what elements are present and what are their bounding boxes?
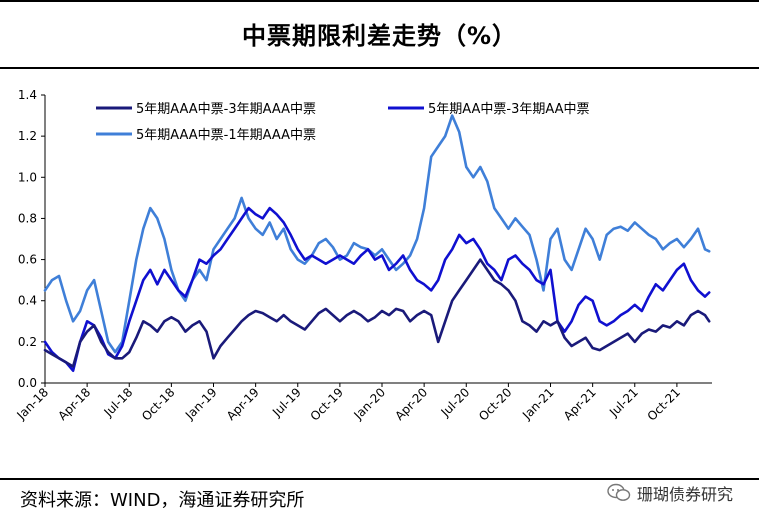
title-divider bbox=[0, 67, 759, 69]
top-border bbox=[0, 0, 759, 2]
legend-label-2: 5年期AA中票-3年期AA中票 bbox=[428, 102, 590, 117]
x-tick-label: Jul-19 bbox=[269, 385, 304, 420]
y-tick-label: 0.0 bbox=[18, 376, 37, 390]
legend-label-3: 5年期AAA中票-1年期AAA中票 bbox=[136, 128, 316, 143]
y-tick-label: 1.0 bbox=[18, 170, 37, 184]
x-tick-label: Jan-21 bbox=[519, 385, 557, 423]
y-tick-label: 0.8 bbox=[18, 211, 37, 225]
x-tick-label: Jan-20 bbox=[351, 385, 389, 423]
y-tick-label: 0.2 bbox=[18, 335, 37, 349]
source-note: 资料来源：WIND，海通证券研究所 bbox=[20, 490, 305, 511]
series-line-1 bbox=[43, 258, 711, 368]
x-tick-label: Oct-18 bbox=[139, 385, 177, 423]
y-tick-label: 1.4 bbox=[18, 88, 37, 102]
bottom-divider bbox=[0, 478, 759, 480]
x-tick-label: Apr-20 bbox=[392, 385, 430, 423]
x-tick-label: Apr-19 bbox=[224, 385, 262, 423]
x-tick-label: Apr-21 bbox=[561, 385, 599, 423]
y-tick-label: 0.4 bbox=[18, 294, 37, 308]
series-line-2 bbox=[43, 206, 711, 373]
watermark-text: 珊瑚债券研究 bbox=[636, 485, 733, 504]
x-tick-label: Oct-20 bbox=[476, 385, 514, 423]
wechat-icon bbox=[607, 483, 631, 501]
watermark: 珊瑚债券研究 bbox=[607, 481, 733, 505]
legend-label-1: 5年期AAA中票-3年期AAA中票 bbox=[136, 102, 316, 117]
x-tick-label: Oct-19 bbox=[308, 385, 346, 423]
series-line-3 bbox=[43, 114, 711, 354]
x-tick-label: Jul-21 bbox=[606, 385, 641, 420]
chart-title: 中票期限利差走势（%） bbox=[241, 22, 518, 50]
x-tick-label: Jan-18 bbox=[14, 385, 52, 423]
x-tick-label: Jan-19 bbox=[182, 385, 220, 423]
x-tick-label: Jul-20 bbox=[438, 385, 473, 420]
x-tick-label: Apr-18 bbox=[55, 385, 93, 423]
y-tick-label: 1.2 bbox=[18, 129, 37, 143]
y-tick-label: 0.6 bbox=[18, 253, 37, 267]
x-tick-label: Jul-18 bbox=[101, 385, 136, 420]
x-tick-label: Oct-21 bbox=[645, 385, 683, 423]
